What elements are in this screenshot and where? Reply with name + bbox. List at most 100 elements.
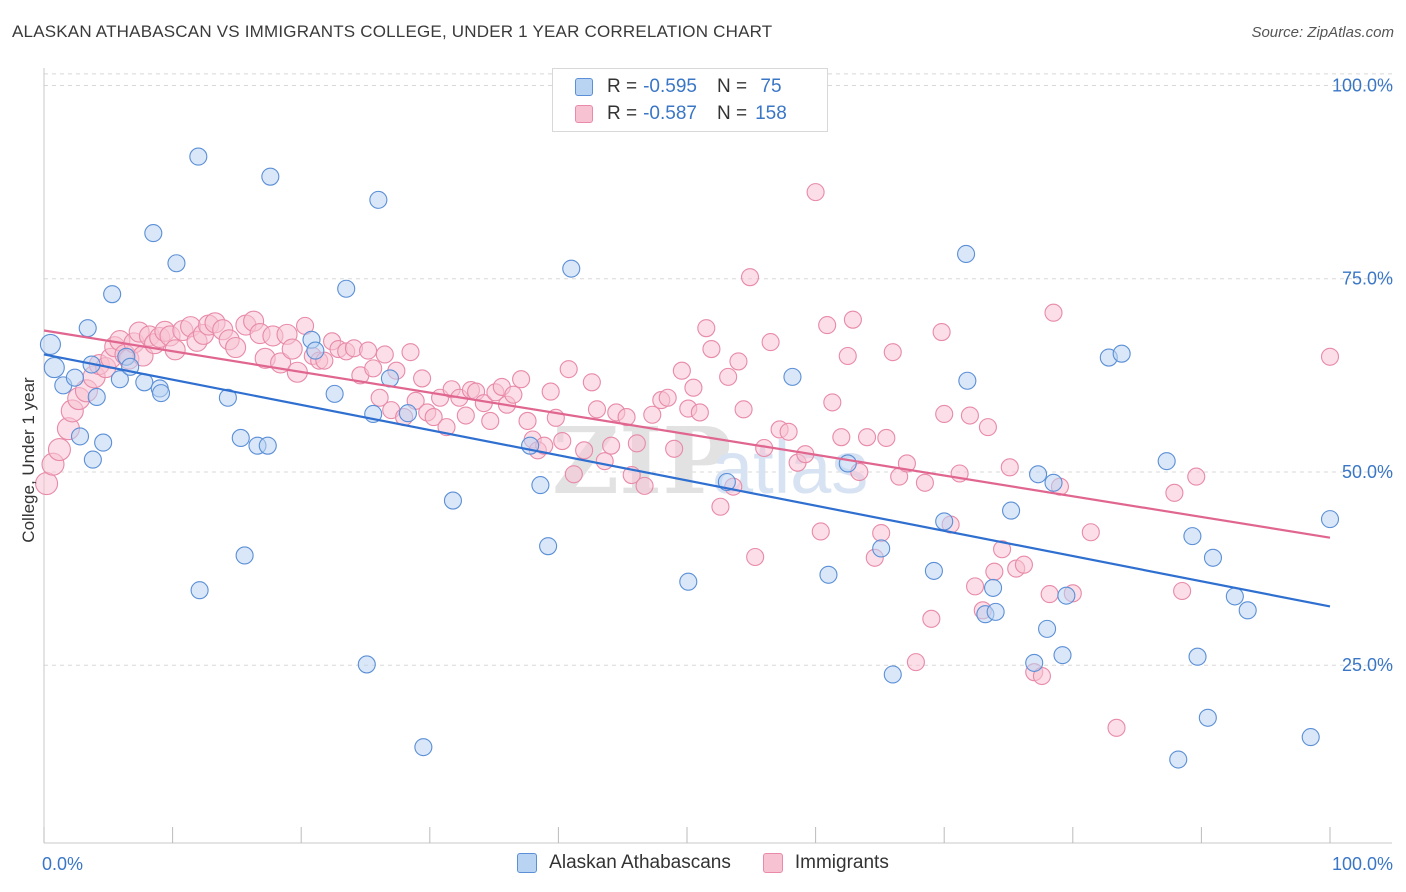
immigrants-point xyxy=(915,473,934,492)
immigrants-point xyxy=(872,523,891,543)
immigrants-point xyxy=(665,439,684,458)
immigrants-point xyxy=(960,406,979,425)
immigrants-point xyxy=(504,385,523,404)
trend-lines xyxy=(43,329,1331,608)
athabascan-point xyxy=(539,537,558,556)
immigrants-point xyxy=(761,333,780,352)
immigrants-point xyxy=(897,454,916,473)
athabascan-point xyxy=(1038,619,1057,638)
legend-n-value: 158 xyxy=(755,103,787,124)
immigrants-point xyxy=(857,428,877,447)
immigrants-point xyxy=(922,609,941,628)
immigrants-point xyxy=(883,343,902,362)
immigrants-point xyxy=(697,319,716,338)
legend-swatch-pink xyxy=(575,105,593,123)
y-tick-label: 25.0% xyxy=(1342,655,1393,675)
chart-title: ALASKAN ATHABASCAN VS IMMIGRANTS COLLEGE… xyxy=(12,22,773,41)
athabascan-point xyxy=(65,368,84,387)
athabascan-point xyxy=(1301,728,1320,747)
athabascan-point xyxy=(958,371,977,390)
y-tick-label: 50.0% xyxy=(1342,462,1393,482)
immigrants-point xyxy=(966,577,985,596)
immigrants-point xyxy=(437,418,456,437)
x-tick-label: 0.0% xyxy=(42,854,83,874)
athabascan-trend-line xyxy=(43,353,1331,608)
immigrants-point xyxy=(225,336,247,359)
immigrants-point xyxy=(843,310,862,329)
athabascan-point xyxy=(531,476,550,495)
immigrants-point xyxy=(635,476,654,495)
athabascan-point xyxy=(838,454,857,473)
athabascan-point xyxy=(231,428,250,447)
immigrants-point xyxy=(370,388,389,407)
athabascan-point xyxy=(1157,452,1176,471)
series-swatch-pink xyxy=(762,853,783,873)
athabascan-point xyxy=(83,450,102,469)
immigrants-point xyxy=(702,340,721,359)
athabascan-point xyxy=(819,565,838,584)
immigrants-point xyxy=(993,540,1012,559)
immigrants-point xyxy=(1081,523,1100,542)
watermark-zip: ZIP xyxy=(552,407,731,515)
immigrants-point xyxy=(811,522,830,541)
immigrants-point xyxy=(672,361,691,380)
immigrants-point xyxy=(1173,581,1192,601)
legend-r-label: R = xyxy=(607,76,638,97)
immigrants-point xyxy=(575,441,594,460)
athabascan-point xyxy=(986,602,1005,621)
athabascan-point xyxy=(783,367,802,386)
immigrants-point xyxy=(553,431,572,451)
immigrants-point xyxy=(424,408,443,427)
athabascan-point xyxy=(1057,586,1076,605)
grid xyxy=(44,73,1392,666)
athabascan-point xyxy=(325,384,344,403)
stats-legend: R = -0.595 N = 75 R = -0.587 N = 158 xyxy=(552,68,828,132)
immigrants-point xyxy=(719,367,738,386)
immigrants-point xyxy=(401,343,420,362)
immigrants-point xyxy=(413,369,432,388)
athabascan-point xyxy=(1238,601,1257,620)
athabascan-point xyxy=(924,561,943,580)
athabascan-point xyxy=(43,357,65,379)
athabascan-point xyxy=(1225,587,1244,606)
immigrants-points xyxy=(35,183,1340,737)
athabascan-point xyxy=(872,539,891,558)
series-legend-immigrants: Immigrants xyxy=(762,852,889,874)
athabascan-point xyxy=(1198,708,1217,727)
athabascan-point xyxy=(103,285,122,304)
immigrants-point xyxy=(932,322,951,342)
athabascan-point xyxy=(398,404,417,423)
immigrants-point xyxy=(935,404,954,424)
immigrants-point xyxy=(832,428,851,447)
athabascan-point xyxy=(883,665,902,684)
athabascan-point xyxy=(562,259,581,278)
immigrants-point xyxy=(35,472,59,496)
athabascan-point xyxy=(369,190,388,209)
immigrants-point xyxy=(985,562,1004,581)
athabascan-point xyxy=(1203,548,1223,567)
athabascan-point xyxy=(167,254,186,273)
x-tick-label: 100.0% xyxy=(1332,854,1393,874)
immigrants-point xyxy=(364,359,383,378)
immigrants-point xyxy=(729,352,748,371)
athabascan-point xyxy=(1044,473,1063,492)
athabascan-point xyxy=(935,512,954,531)
immigrants-point xyxy=(1044,303,1063,322)
immigrants-point xyxy=(1000,458,1019,477)
immigrants-point xyxy=(564,465,583,484)
athabascan-point xyxy=(70,427,90,446)
immigrants-point xyxy=(587,400,607,419)
athabascan-point xyxy=(1112,344,1131,363)
immigrants-point xyxy=(602,436,621,455)
athabascan-point xyxy=(235,546,254,565)
immigrants-point xyxy=(838,346,857,366)
athabascan-point xyxy=(1053,646,1072,665)
immigrants-point xyxy=(643,405,662,424)
immigrants-point xyxy=(512,370,531,389)
athabascan-point xyxy=(110,370,129,389)
y-tick-label: 100.0% xyxy=(1332,75,1393,95)
immigrants-point xyxy=(711,497,730,516)
immigrants-point xyxy=(740,268,760,287)
athabascan-point xyxy=(87,387,106,407)
series-swatch-blue xyxy=(517,853,538,873)
